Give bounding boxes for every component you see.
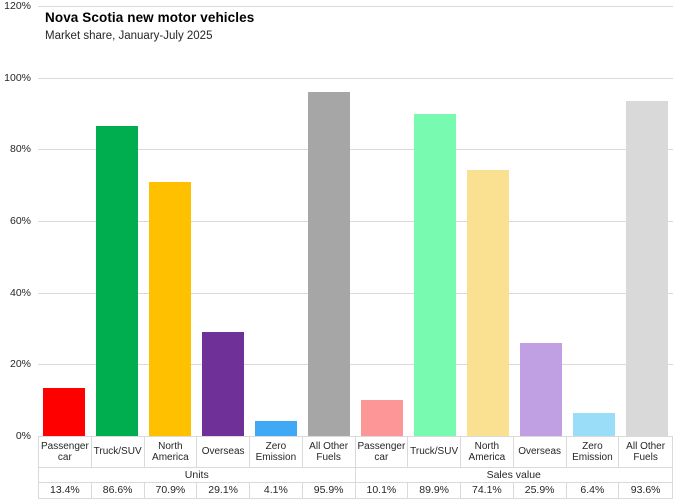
category-label-units-zero-emission: Zero Emission [250, 437, 303, 467]
category-label-sales-value-overseas: Overseas [514, 437, 567, 467]
bar-units-truck-suv [96, 125, 139, 436]
category-label-units-all-other-fuels: All Other Fuels [303, 437, 356, 467]
gridline-100 [38, 77, 673, 79]
value-sales-value-north-america: 74.1% [461, 482, 514, 498]
bar-units-north-america [149, 181, 192, 436]
bar-column-sales-value-zero-emission [567, 6, 620, 436]
y-tick-label: 120% [4, 0, 31, 12]
gridline-60 [38, 221, 673, 222]
category-label-sales-value-all-other-fuels: All Other Fuels [626, 440, 666, 464]
bar-column-units-zero-emission [250, 6, 303, 436]
value-sales-value-overseas: 25.9% [513, 482, 567, 498]
y-tick-label: 60% [9, 215, 31, 227]
y-tick-label: 20% [9, 358, 31, 371]
value-sales-value-all-other-fuels: 93.6% [619, 482, 672, 498]
value-units-zero-emission: 4.1% [250, 482, 303, 498]
bar-units-zero-emission [255, 421, 298, 436]
category-label-units-passenger-car: Passenger car [39, 437, 92, 467]
chart-subtitle: Market share, January-July 2025 [45, 30, 213, 42]
category-label-sales-value-north-america: North America [461, 437, 514, 467]
bar-sales-value-all-other-fuels [625, 100, 668, 436]
value-sales-value-passenger-car: 10.1% [355, 482, 409, 498]
bar-sales-value-north-america [466, 170, 509, 436]
group-label-units: Units [39, 467, 356, 482]
category-label-units-truck-suv: Truck/SUV [92, 437, 145, 467]
y-tick-label: 40% [9, 286, 31, 299]
value-units-all-other-fuels: 95.9% [302, 482, 356, 498]
value-sales-value-truck-suv: 89.9% [408, 482, 461, 498]
chart-title: Nova Scotia new motor vehicles [45, 10, 255, 25]
y-tick-label: 80% [9, 143, 31, 156]
bar-units-overseas [202, 331, 245, 436]
value-sales-value-zero-emission: 6.4% [566, 482, 620, 498]
bar-sales-value-overseas [519, 343, 562, 436]
gridline-20 [38, 364, 673, 366]
value-units-overseas: 29.1% [197, 482, 250, 498]
y-tick-label: 0% [15, 430, 31, 442]
category-label-sales-value-truck-suv: Truck/SUV [408, 437, 461, 467]
category-label-sales-value-zero-emission: Zero Emission [567, 437, 620, 467]
bar-column-units-passenger-car [38, 6, 91, 436]
bar-column-units-north-america [144, 6, 197, 436]
value-units-passenger-car: 13.4% [39, 482, 92, 498]
plot-area [38, 6, 673, 436]
bar-column-units-all-other-fuels [303, 6, 356, 436]
value-units-north-america: 70.9% [144, 482, 198, 498]
bar-units-all-other-fuels [308, 92, 351, 436]
value-units-truck-suv: 86.6% [91, 482, 145, 498]
bar-column-sales-value-north-america [461, 6, 514, 436]
bar-column-units-truck-suv [91, 6, 144, 436]
bar-column-sales-value-passenger-car [356, 6, 409, 436]
group-label-sales-value: Sales value [355, 467, 672, 482]
bar-column-sales-value-overseas [514, 6, 567, 436]
gridline-80 [38, 149, 673, 151]
y-tick-label: 100% [4, 71, 31, 84]
bar-column-sales-value-all-other-fuels [620, 6, 673, 436]
bar-units-passenger-car [43, 387, 86, 436]
bar-sales-value-passenger-car [360, 399, 403, 436]
title-block: Nova Scotia new motor vehicles Market sh… [45, 10, 254, 42]
y-axis: 120% 100% 80% 60% 40% 20% 0% [0, 0, 34, 501]
bar-sales-value-zero-emission [572, 413, 615, 436]
bar-column-units-overseas [197, 6, 250, 436]
data-table: Passenger car Truck/SUV North America Overs… [38, 436, 673, 499]
bar-sales-value-truck-suv [413, 113, 456, 436]
gridline-40 [38, 292, 673, 294]
category-label-units-overseas: Overseas [197, 437, 250, 467]
bar-column-sales-value-truck-suv [408, 6, 461, 436]
gridline-120 [38, 6, 673, 7]
bars-row [38, 6, 673, 436]
category-label-units-north-america: North America [145, 437, 198, 467]
category-label-sales-value-passenger-car: Passenger car [356, 437, 409, 467]
